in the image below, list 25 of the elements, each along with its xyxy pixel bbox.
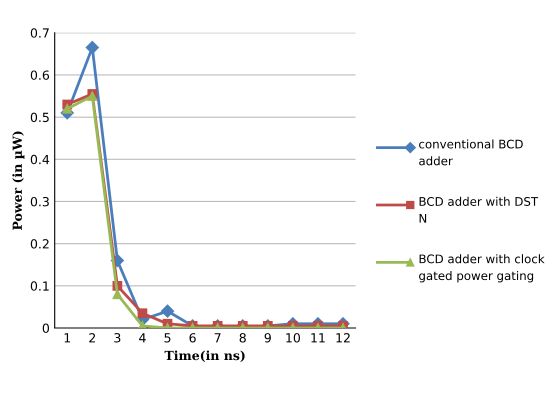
x-tick-label: 2 (89, 333, 96, 342)
x-tick-label: 4 (139, 333, 146, 342)
x-tick-label: 9 (264, 333, 271, 343)
x-tick-label: 12 (336, 333, 350, 342)
y-tick-label: 0 (42, 323, 50, 333)
y-tick-label: 0.7 (30, 28, 49, 38)
legend-label: BCD adder with DST N (420, 196, 538, 223)
y-tick-label: 0.2 (30, 239, 49, 249)
y-tick-label: 0.4 (30, 154, 50, 164)
legend-label: conventional BCD adder (419, 139, 523, 166)
legend-label: BCD adder with clock gated power gating (419, 254, 545, 282)
y-tick-label: 0.3 (30, 196, 49, 206)
y-tick-label: 0.5 (30, 112, 49, 122)
x-tick-label: 10 (286, 333, 300, 343)
x-axis-title: Time(in ns) (164, 350, 245, 362)
y-tick-label: 0.6 (30, 70, 50, 80)
x-tick-label: 11 (311, 333, 325, 342)
x-tick-label: 5 (164, 333, 170, 343)
x-tick-label: 1 (64, 333, 70, 342)
x-tick-label: 7 (214, 333, 221, 342)
x-tick-label: 3 (114, 333, 120, 343)
y-axis-title: Power (in µW) (12, 131, 24, 230)
x-tick-label: 6 (189, 333, 196, 343)
y-tick-label: 0.1 (30, 281, 49, 291)
x-tick-label: 8 (240, 333, 246, 343)
